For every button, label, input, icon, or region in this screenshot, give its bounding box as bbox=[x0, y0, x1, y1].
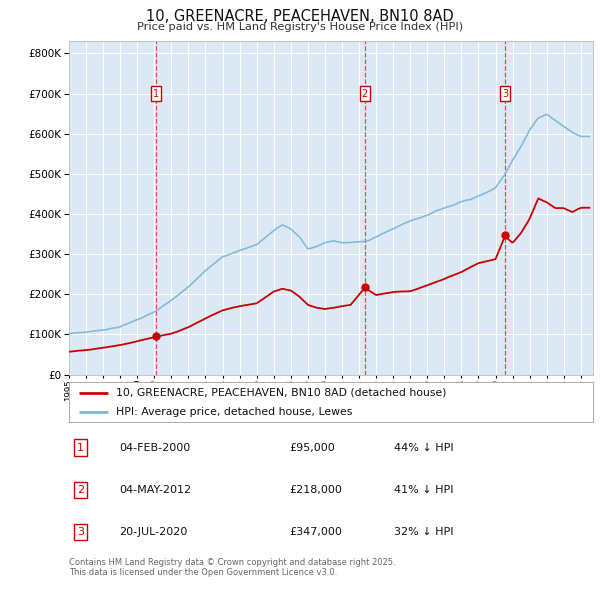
Text: 32% ↓ HPI: 32% ↓ HPI bbox=[394, 527, 453, 537]
Text: £95,000: £95,000 bbox=[289, 442, 335, 453]
Text: 2: 2 bbox=[77, 485, 84, 494]
Text: 3: 3 bbox=[77, 527, 84, 537]
Text: Price paid vs. HM Land Registry's House Price Index (HPI): Price paid vs. HM Land Registry's House … bbox=[137, 22, 463, 32]
Text: 2: 2 bbox=[362, 88, 368, 99]
Text: 04-MAY-2012: 04-MAY-2012 bbox=[119, 485, 191, 494]
Text: 41% ↓ HPI: 41% ↓ HPI bbox=[394, 485, 453, 494]
Text: 3: 3 bbox=[502, 88, 508, 99]
Text: HPI: Average price, detached house, Lewes: HPI: Average price, detached house, Lewe… bbox=[116, 407, 353, 417]
Text: £347,000: £347,000 bbox=[289, 527, 342, 537]
Text: 1: 1 bbox=[77, 442, 84, 453]
Text: 10, GREENACRE, PEACEHAVEN, BN10 8AD (detached house): 10, GREENACRE, PEACEHAVEN, BN10 8AD (det… bbox=[116, 388, 446, 398]
Text: 20-JUL-2020: 20-JUL-2020 bbox=[119, 527, 187, 537]
Text: 10, GREENACRE, PEACEHAVEN, BN10 8AD: 10, GREENACRE, PEACEHAVEN, BN10 8AD bbox=[146, 9, 454, 24]
Text: 1: 1 bbox=[153, 88, 159, 99]
Text: £218,000: £218,000 bbox=[289, 485, 342, 494]
Text: 04-FEB-2000: 04-FEB-2000 bbox=[119, 442, 190, 453]
Text: Contains HM Land Registry data © Crown copyright and database right 2025.
This d: Contains HM Land Registry data © Crown c… bbox=[69, 558, 395, 577]
Text: 44% ↓ HPI: 44% ↓ HPI bbox=[394, 442, 454, 453]
